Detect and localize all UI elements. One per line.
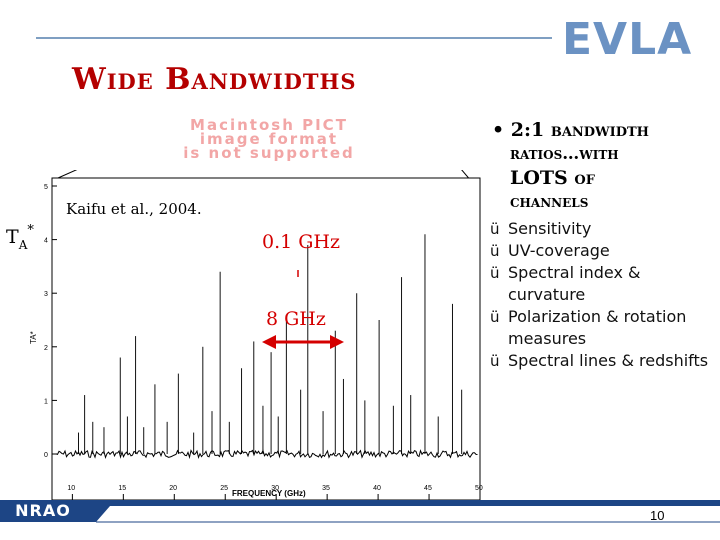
x-tick-label: 45: [424, 485, 432, 492]
y-axis-ticks: 0 1 2 3 4 5: [44, 184, 57, 459]
check-icon: ü: [490, 308, 500, 326]
y-tick-label: 4: [44, 238, 48, 245]
pict-notice-line: image format: [199, 130, 339, 148]
y-tick-label: 0: [44, 452, 48, 459]
zoom-line-right: [461, 170, 473, 183]
citation: Kaifu et al., 2004.: [66, 200, 202, 218]
ta-label: TA*: [6, 223, 34, 252]
y-axis-label: TA*: [29, 331, 38, 344]
ta-symbol: T: [6, 226, 19, 248]
pict-notice-line: is not supported: [183, 144, 355, 162]
x-axis-ticks: 10 15 20 25 30 35 40 45 50: [67, 485, 483, 500]
bandwidth-arrow: [262, 335, 344, 349]
x-tick-label: 50: [475, 485, 483, 492]
x-tick-label: 40: [373, 485, 381, 492]
header-divider: [36, 37, 552, 39]
page-number: 10: [650, 508, 665, 523]
y-tick-label: 3: [44, 291, 48, 298]
zoom-line-left: [57, 170, 78, 179]
x-tick-label: 20: [169, 485, 177, 492]
checklist: ü Sensitivity ü UV-coverage ü Spectral i…: [490, 218, 715, 372]
list-item: ü Polarization & rotation measures: [490, 306, 715, 350]
main-bullet-line: LOTS of: [510, 167, 595, 189]
list-item: ü Sensitivity: [490, 218, 715, 240]
x-tick-label: 10: [67, 485, 75, 492]
list-item-label: Polarization & rotation measures: [508, 307, 687, 348]
y-tick-label: 5: [44, 184, 48, 191]
main-bullet: • 2:1 bandwidth ratios…with LOTS of chan…: [492, 118, 712, 214]
list-item: ü Spectral index & curvature: [490, 262, 715, 306]
noise-baseline: [55, 449, 478, 460]
x-tick-label: 15: [118, 485, 126, 492]
y-tick-label: 2: [44, 345, 48, 352]
nrao-logo: NRAO: [0, 500, 86, 522]
list-item-label: Spectral index & curvature: [508, 263, 641, 304]
ta-superscript: *: [27, 223, 34, 238]
check-icon: ü: [490, 242, 500, 260]
main-bullet-line: • 2:1 bandwidth: [492, 119, 649, 141]
pict-unsupported-notice: Macintosh PICT image format is not suppo…: [96, 116, 442, 162]
x-tick-label: 35: [322, 485, 330, 492]
check-icon: ü: [490, 352, 500, 370]
y-tick-label: 1: [44, 398, 48, 405]
x-axis-label: FREQUENCY (GHz): [232, 489, 306, 498]
check-icon: ü: [490, 264, 500, 282]
x-tick-label: 25: [220, 485, 228, 492]
x-tick-label: 30: [271, 485, 279, 492]
pict-notice-line: Macintosh PICT: [190, 116, 348, 134]
list-item: ü UV-coverage: [490, 240, 715, 262]
spectral-lines: [77, 234, 463, 454]
main-bullet-line: channels: [510, 192, 589, 212]
footer-bar: [0, 500, 720, 523]
spectrum-frame: [51, 177, 481, 500]
list-item-label: Sensitivity: [508, 219, 592, 238]
list-item: ü Spectral lines & redshifts: [490, 350, 715, 372]
list-item-label: UV-coverage: [508, 241, 610, 260]
annotation-bandwidth: 8 GHz: [266, 308, 326, 330]
main-bullet-line: ratios…with: [510, 144, 619, 164]
list-item-label: Spectral lines & redshifts: [508, 351, 709, 370]
annotation-channel-width: 0.1 GHz: [262, 231, 340, 253]
check-icon: ü: [490, 220, 500, 238]
evla-logo: EVLA: [562, 14, 693, 65]
slide-title: Wide Bandwidths: [72, 62, 357, 97]
ta-subscript: A: [18, 238, 28, 252]
